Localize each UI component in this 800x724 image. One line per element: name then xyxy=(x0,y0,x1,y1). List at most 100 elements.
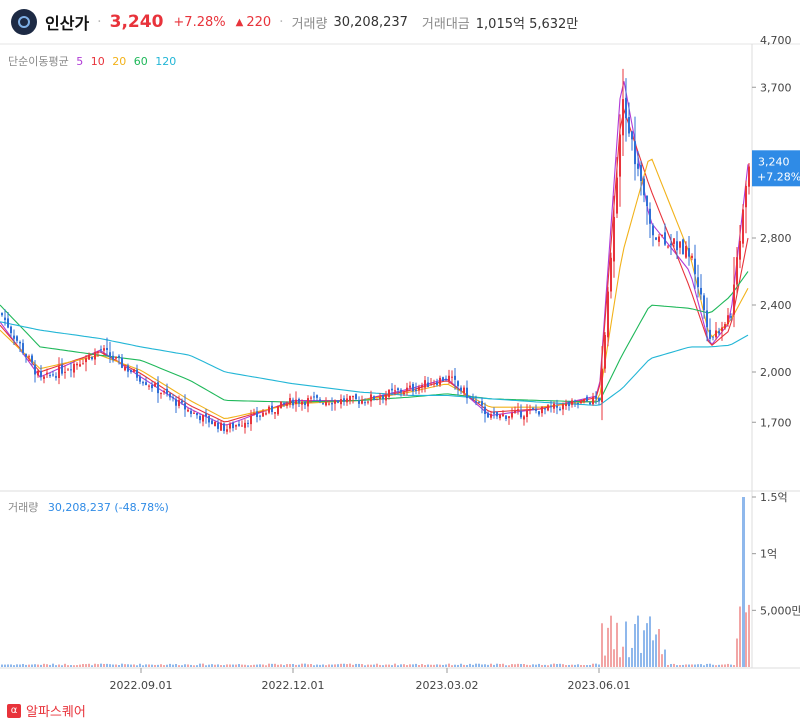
candle-body xyxy=(379,397,381,400)
volume-bar xyxy=(562,664,564,667)
volume-bar xyxy=(466,664,468,667)
volume-bar xyxy=(322,664,324,667)
volume-bar xyxy=(706,663,708,667)
volume-bar xyxy=(22,663,24,667)
candle-body xyxy=(436,382,438,385)
candle-body xyxy=(640,165,642,182)
candle-body xyxy=(595,395,597,399)
candle-body xyxy=(526,410,528,417)
candle-body xyxy=(604,334,606,369)
volume-bar xyxy=(253,664,255,667)
volume-bar xyxy=(622,646,624,667)
candle-body xyxy=(109,352,111,358)
volume-bar xyxy=(358,663,360,667)
volume-bar xyxy=(400,664,402,667)
volume-bar xyxy=(190,664,192,667)
volume-bar xyxy=(19,664,21,667)
volume-bar xyxy=(79,664,81,667)
volume-bar xyxy=(643,630,645,667)
volume-bar xyxy=(490,663,492,667)
volume-bar xyxy=(298,664,300,667)
volume-bar xyxy=(598,664,600,667)
y-tick-label-partial: 4,700 xyxy=(760,34,792,47)
volume-bar xyxy=(718,664,720,667)
candle-body xyxy=(187,409,189,412)
trade-amount-value: 1,015억 5,632만 xyxy=(475,16,579,32)
volume-bar xyxy=(76,665,78,667)
volume-bar xyxy=(721,664,723,667)
candle-body xyxy=(505,415,507,419)
volume-bar xyxy=(385,664,387,667)
candle-body xyxy=(325,401,327,406)
candle-body xyxy=(349,396,351,401)
volume-bar xyxy=(463,664,465,667)
volume-bar xyxy=(202,663,204,667)
candle-body xyxy=(274,412,276,414)
ma-legend-label: 단순이동평균 xyxy=(8,55,69,68)
stock-name[interactable]: 인산가 xyxy=(45,14,90,33)
brand-footer[interactable]: α 알파스퀘어 xyxy=(7,701,86,720)
candle-body xyxy=(556,405,558,408)
volume-bar xyxy=(439,664,441,667)
candle-body xyxy=(454,375,456,380)
volume-bar xyxy=(373,664,375,667)
volume-bar xyxy=(685,664,687,667)
candle-body xyxy=(598,398,600,402)
volume-bar xyxy=(529,665,531,667)
volume-bar xyxy=(460,663,462,667)
ma-legend-20: 20 xyxy=(112,55,127,68)
candle-body xyxy=(112,355,114,360)
candle-body xyxy=(322,403,324,405)
candle-body xyxy=(745,186,747,208)
volume-bar xyxy=(730,664,732,667)
candle-body xyxy=(679,241,681,248)
volume-bar xyxy=(715,665,717,667)
volume-bar xyxy=(574,664,576,667)
candle-body xyxy=(358,400,360,404)
volume-bar xyxy=(163,665,165,667)
candle-body xyxy=(748,166,750,187)
candle-body xyxy=(190,410,192,414)
volume-bar xyxy=(91,665,93,667)
candle-body xyxy=(160,393,162,395)
candle-body xyxy=(742,209,744,244)
volume-bar xyxy=(421,664,423,667)
candle-body xyxy=(262,412,264,417)
volume-legend-value: 30,208,237 (-48.78%) xyxy=(47,501,169,514)
candle-body xyxy=(151,385,153,389)
volume-bar xyxy=(406,665,408,667)
candle-body xyxy=(577,403,579,405)
volume-bar xyxy=(448,663,450,667)
change-percent: +7.28% xyxy=(173,14,226,30)
candle-body xyxy=(565,403,567,406)
candle-body xyxy=(28,356,30,358)
candle-body xyxy=(70,369,72,371)
volume-bar xyxy=(184,664,186,667)
volume-bar xyxy=(469,663,471,667)
volume-bar xyxy=(700,664,702,667)
candle-body xyxy=(292,399,294,406)
candle-body xyxy=(85,358,87,363)
candle-body xyxy=(529,409,531,411)
volume-bar xyxy=(601,623,603,667)
volume-bar xyxy=(268,663,270,667)
candle-body xyxy=(472,398,474,400)
candle-body xyxy=(361,400,363,404)
candle-body xyxy=(583,398,585,402)
volume-bar xyxy=(4,664,6,667)
candle-body xyxy=(652,225,654,236)
candle-body xyxy=(544,408,546,410)
volume-bar xyxy=(199,663,201,667)
candle-body xyxy=(133,369,135,372)
candle-body xyxy=(25,353,27,357)
volume-bar xyxy=(703,665,705,667)
volume-bar xyxy=(109,664,111,667)
volume-bar xyxy=(217,664,219,667)
candle-body xyxy=(214,421,216,427)
candle-body xyxy=(10,326,12,334)
candle-body xyxy=(268,406,270,413)
candle-body xyxy=(82,363,84,365)
volume-bar xyxy=(484,664,486,667)
candle-body xyxy=(412,383,414,392)
